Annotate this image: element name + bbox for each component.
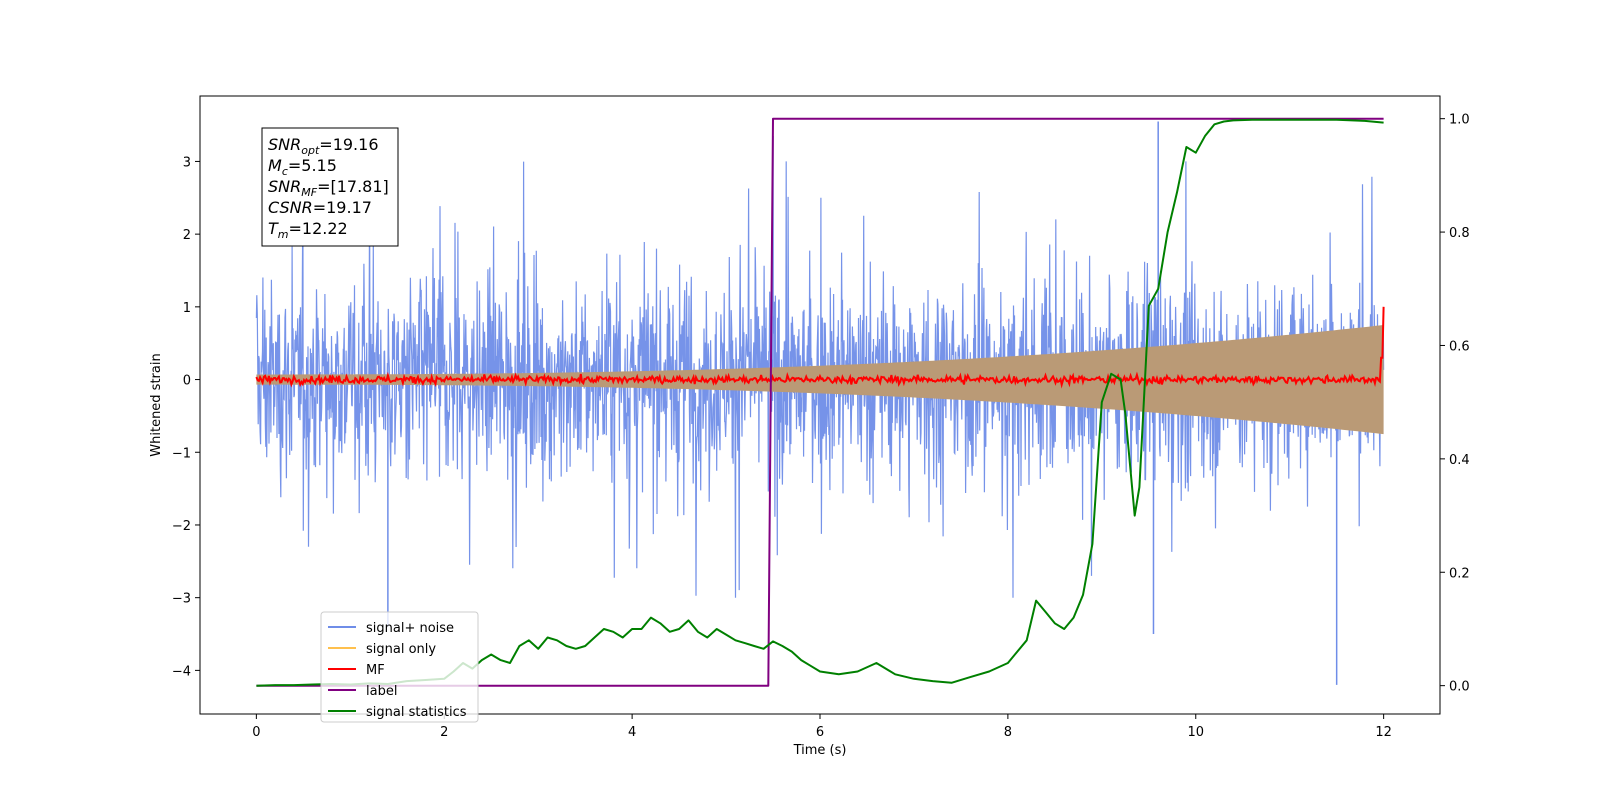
stats-line: CSNR=19.17 — [268, 198, 372, 217]
x-axis-label: Time (s) — [793, 743, 847, 758]
stats-box: SNRopt=19.16Mc=5.15SNRMF=[17.81]CSNR=19.… — [261, 127, 399, 247]
stats-box-frame — [261, 127, 399, 247]
y2-tick-label: 0.4 — [1449, 453, 1470, 468]
legend-label-signal-only: signal only — [366, 642, 436, 657]
series-mf — [255, 306, 1385, 389]
stats-line: Mc=5.15 — [268, 156, 337, 178]
x-tick-label: 4 — [628, 725, 636, 740]
y-tick-label: −2 — [172, 519, 191, 534]
y-tick-label: −3 — [172, 592, 191, 607]
series-label — [256, 117, 1384, 687]
y-tick-label: 0 — [183, 374, 191, 389]
x-tick-label: 0 — [252, 725, 260, 740]
x-tick-label: 10 — [1187, 725, 1204, 740]
y2-tick-label: 1.0 — [1449, 113, 1470, 128]
y-tick-label: 2 — [183, 228, 191, 243]
y-tick-label: 1 — [183, 301, 191, 316]
y2-tick-label: 0.8 — [1449, 226, 1470, 241]
y-axis-label: Whitened strain — [149, 353, 164, 456]
y2-tick-label: 0.2 — [1449, 566, 1470, 581]
x-tick-label: 6 — [816, 725, 824, 740]
y2-tick-label: 0.6 — [1449, 339, 1470, 354]
x-tick-label: 2 — [440, 725, 448, 740]
stats-line: Tm=12.22 — [268, 219, 348, 241]
y-tick-label: −4 — [172, 664, 191, 679]
x-tick-label: 8 — [1004, 725, 1012, 740]
y-tick-label: −1 — [172, 446, 191, 461]
series-signal-statistics — [256, 118, 1384, 687]
stats-line: SNRopt=19.16 — [268, 135, 379, 157]
y-tick-label: 3 — [183, 155, 191, 170]
legend: signal+ noise signal only MF label signal st… — [320, 611, 479, 723]
x-tick-label: 12 — [1375, 725, 1392, 740]
y2-tick-label: 0.0 — [1449, 680, 1470, 695]
plot-series — [255, 117, 1385, 687]
legend-label-label: label — [366, 684, 397, 699]
legend-label-mf: MF — [366, 663, 385, 678]
stats-line: SNRMF=[17.81] — [268, 177, 389, 199]
legend-label-signal-noise: signal+ noise — [366, 621, 454, 636]
legend-frame — [320, 611, 479, 723]
legend-label-signal-statistics: signal statistics — [366, 705, 467, 720]
